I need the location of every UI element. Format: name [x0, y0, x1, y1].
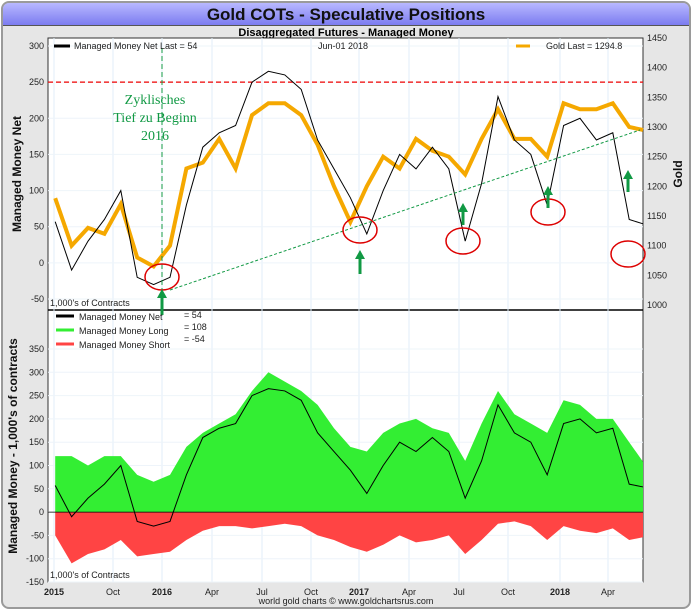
legend-date: Jun-01 2018 [318, 41, 368, 51]
annotation-line-2: Tief zu Beginn [113, 111, 196, 126]
y-tick-label: 200 [29, 113, 44, 123]
managed-money-long-area [55, 372, 643, 513]
annotation-line-1: Zyklisches [125, 93, 186, 108]
legend-gold: Gold Last = 1294.8 [546, 41, 622, 51]
y-tick-label-bottom: -150 [26, 577, 44, 587]
y-tick-label: 300 [29, 41, 44, 51]
x-tick-label: 2017 [349, 587, 369, 597]
y-tick-label-bottom: 150 [29, 437, 44, 447]
y2-axis-label: Gold [671, 160, 685, 187]
x-tick-label: Oct [501, 587, 516, 597]
y-tick-label-bottom: 0 [39, 507, 44, 517]
y-tick-label-bottom: -50 [31, 530, 44, 540]
y2-tick-label: 1100 [647, 241, 666, 251]
y-tick-label: 0 [39, 258, 44, 268]
y2-tick-label: 1050 [647, 270, 667, 280]
y2-tick-label: 1400 [647, 63, 667, 73]
y-tick-label: 150 [29, 149, 44, 159]
x-tick-label: Apr [205, 587, 219, 597]
x-tick-label: Oct [106, 587, 121, 597]
legend-long-value: = 108 [184, 322, 207, 332]
x-tick-label: Jul [256, 587, 268, 597]
managed-money-net-line-bottom [54, 388, 644, 527]
y-tick-label-bottom: 200 [29, 414, 44, 424]
y2-tick-label: 1300 [647, 122, 667, 132]
units-label-bottom: 1,000's of Contracts [50, 570, 130, 580]
legend-short-value: = -54 [184, 334, 205, 344]
legend-net-value: = 54 [184, 310, 202, 320]
up-arrow-icon [458, 203, 468, 212]
y-tick-label-bottom: 100 [29, 461, 44, 471]
y-tick-label-bottom: 350 [29, 344, 44, 354]
y2-tick-label: 1200 [647, 181, 667, 191]
legend-net-label: Managed Money Net [79, 312, 163, 322]
uptrend-line [169, 129, 641, 291]
low-circle [342, 216, 378, 244]
x-tick-label: Oct [304, 587, 319, 597]
y2-tick-label: 1000 [647, 300, 667, 310]
x-tick-label: Apr [601, 587, 615, 597]
y2-tick-label: 1150 [647, 211, 666, 221]
x-tick-label: Apr [402, 587, 416, 597]
y-tick-label-bottom: 50 [34, 484, 44, 494]
x-tick-label: 2016 [152, 587, 172, 597]
y-tick-label-bottom: 300 [29, 367, 44, 377]
legend-long-label: Managed Money Long [79, 326, 169, 336]
units-label-top: 1,000's of Contracts [50, 298, 130, 308]
y-axis-label-bottom: Managed Money - 1,000's of contracts [6, 338, 20, 554]
up-arrow-icon [157, 289, 167, 298]
low-circle [445, 227, 481, 255]
low-circle [610, 240, 646, 268]
y-tick-label-bottom: 250 [29, 391, 44, 401]
x-tick-label: Jul [453, 587, 465, 597]
legend-net-top: Managed Money Net Last = 54 [74, 41, 197, 51]
chart-title: Gold COTs - Speculative Positions [3, 3, 689, 26]
x-tick-label: 2018 [550, 587, 570, 597]
y-tick-label-bottom: -100 [26, 554, 44, 564]
y-tick-label: 50 [34, 222, 44, 232]
y-tick-label: 100 [29, 186, 44, 196]
y2-tick-label: 1250 [647, 152, 667, 162]
y-tick-label: -50 [31, 294, 44, 304]
up-arrow-icon [623, 170, 633, 179]
y-tick-label: 250 [29, 77, 44, 87]
y-axis-label-top: Managed Money Net [10, 116, 24, 232]
footer-credit: world gold charts © www.goldchartsrus.co… [258, 596, 434, 606]
up-arrow-icon [543, 186, 553, 195]
y2-tick-label: 1350 [647, 92, 667, 102]
managed-money-short-area [55, 512, 643, 564]
y2-tick-label: 1450 [647, 33, 667, 43]
x-tick-label: 2015 [44, 587, 64, 597]
up-arrow-icon [355, 250, 365, 259]
annotation-line-3: 2016 [141, 129, 169, 144]
legend-short-label: Managed Money Short [79, 340, 171, 350]
chart-subtitle: Disaggregated Futures - Managed Money [238, 27, 454, 39]
